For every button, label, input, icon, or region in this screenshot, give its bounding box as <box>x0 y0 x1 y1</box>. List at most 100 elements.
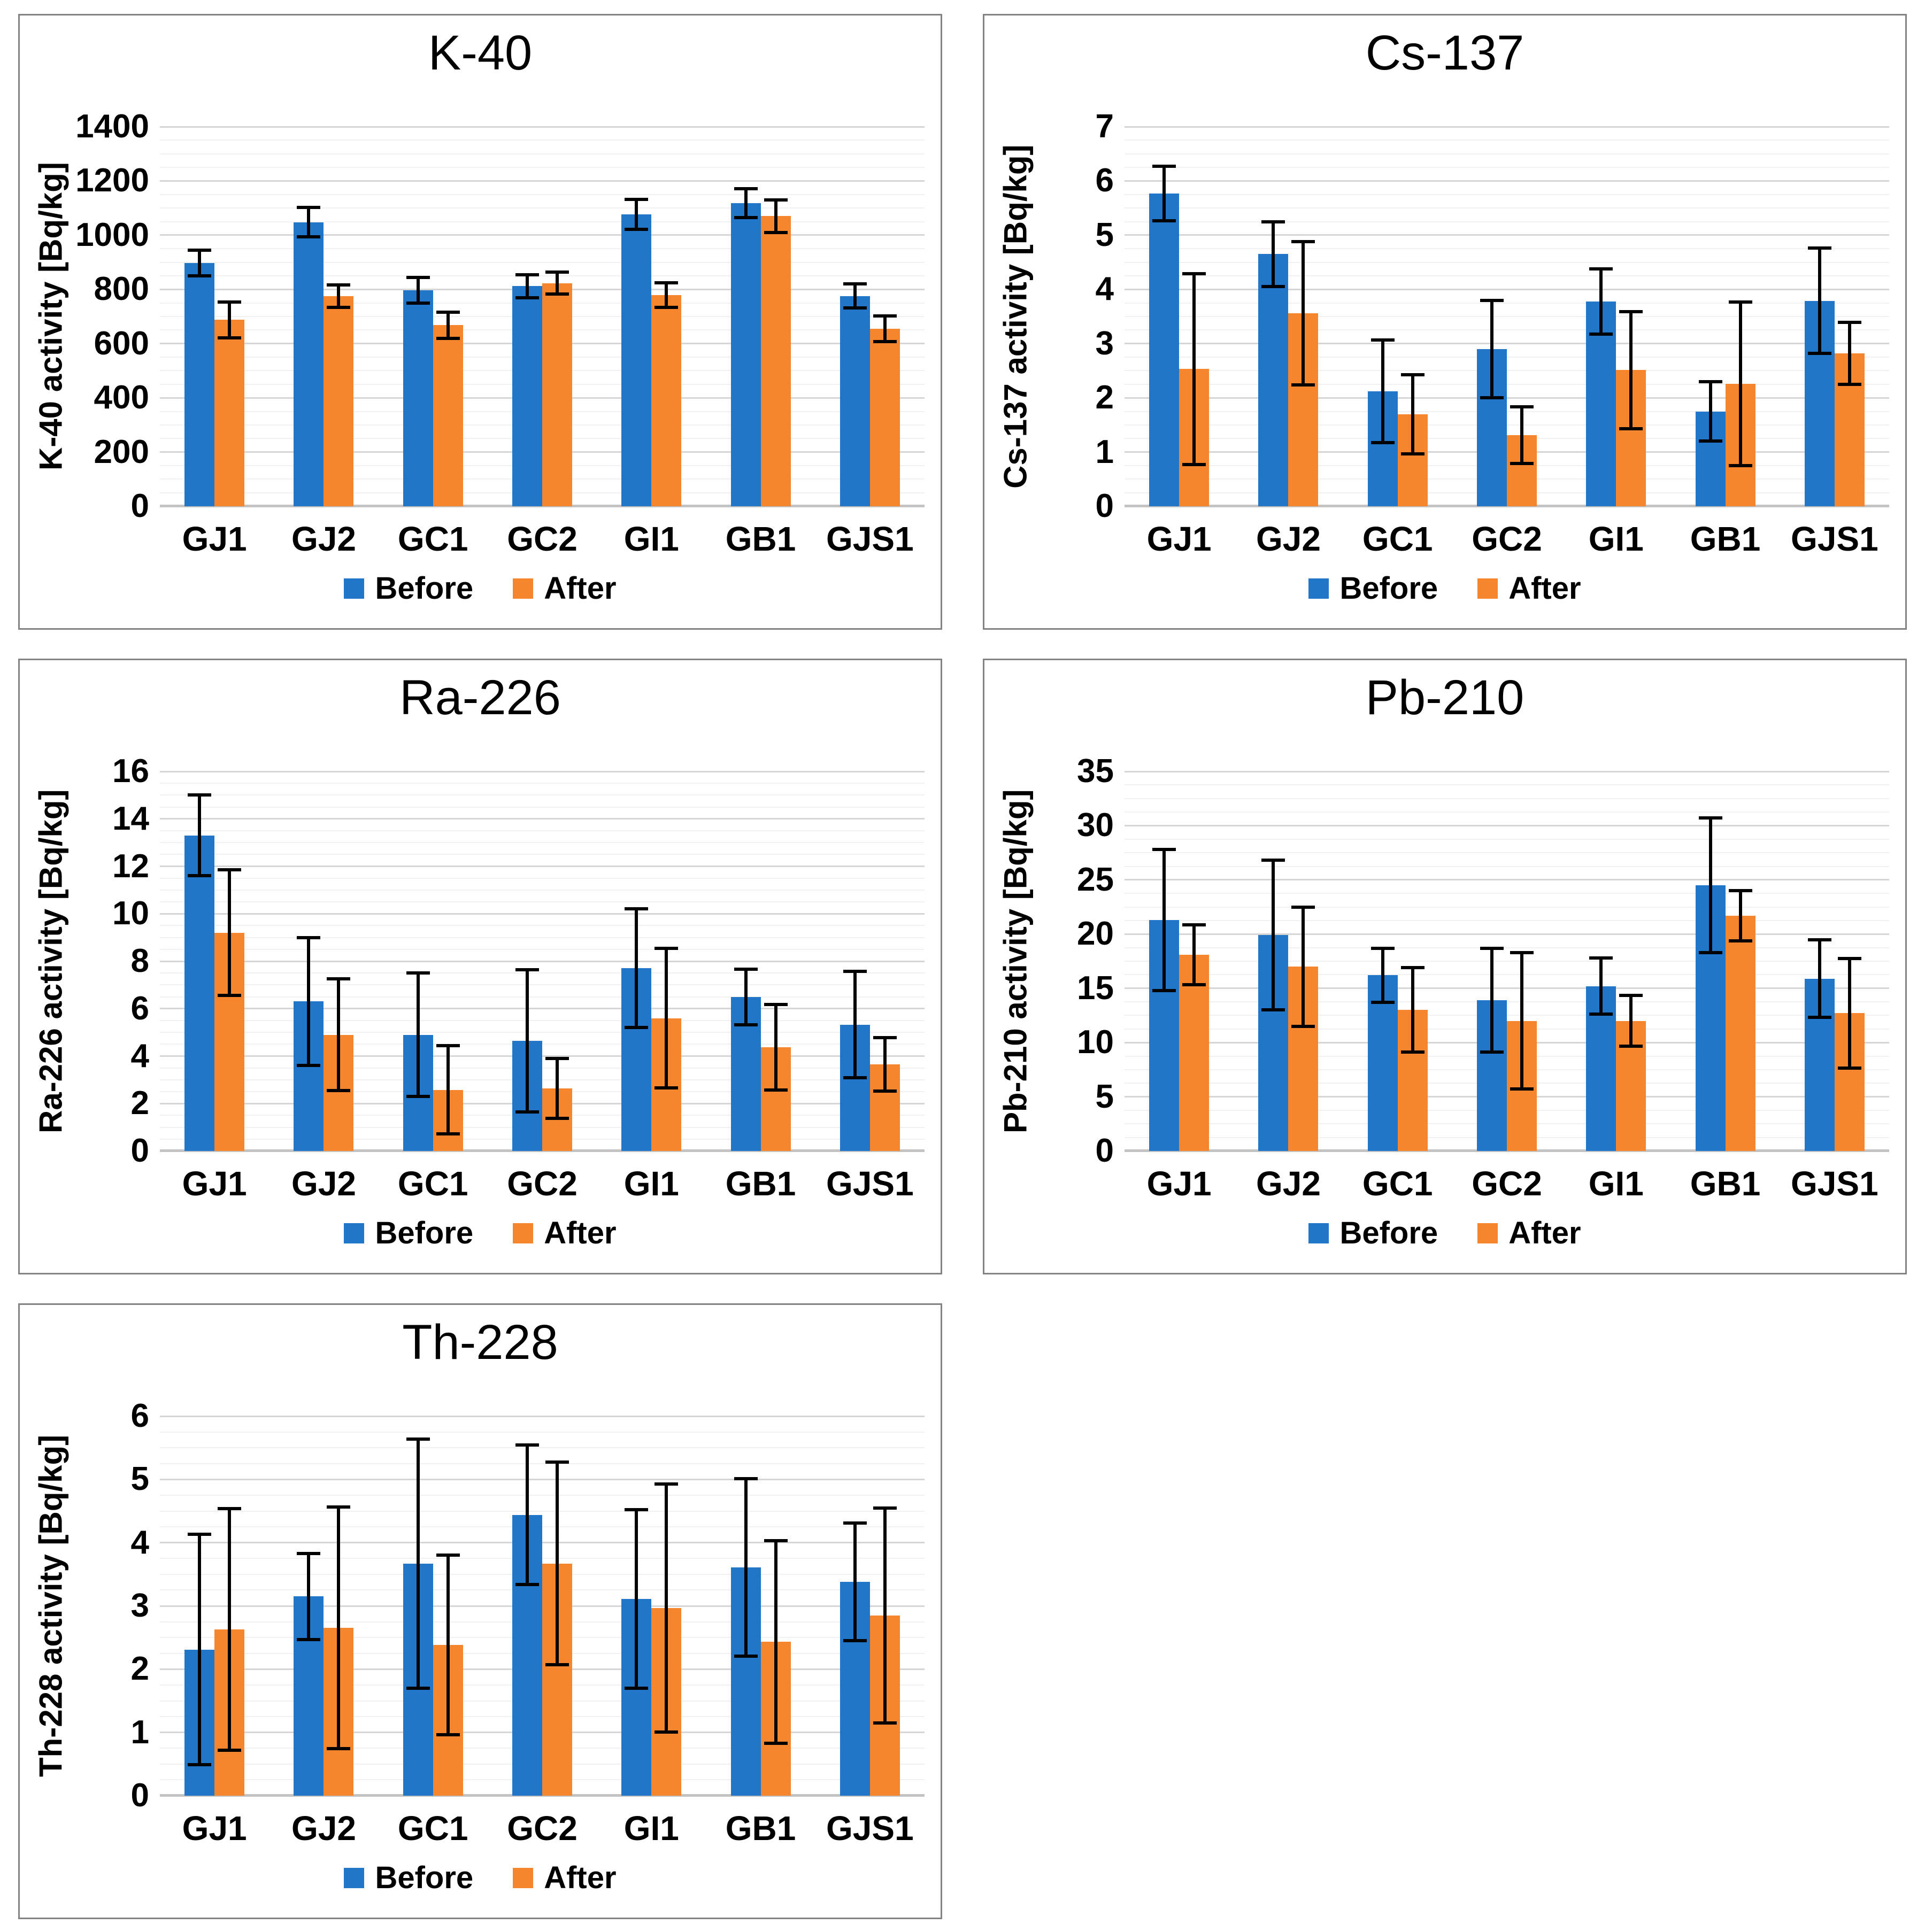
bar-before-gj2 <box>1258 254 1289 506</box>
x-category-label-gj2: GJ2 <box>291 1164 356 1203</box>
y-tick-label: 2 <box>130 1650 149 1688</box>
error-bar-before-gj2 <box>307 1553 311 1640</box>
error-bar-before-gj2-cap-bottom <box>297 1064 321 1068</box>
legend-label-before: Before <box>375 1216 474 1250</box>
error-bar-after-gj1-cap-bottom <box>218 994 242 998</box>
error-bar-before-gjs1 <box>1818 940 1821 1017</box>
y-tick-label: 30 <box>1077 807 1114 844</box>
error-bar-before-gc1-cap-bottom <box>406 1094 430 1098</box>
error-bar-after-gj1-cap-top <box>218 300 242 304</box>
y-tick-label: 6 <box>130 990 149 1027</box>
legend: Before After <box>20 1860 941 1896</box>
x-category-label-gc1: GC1 <box>1362 1164 1433 1203</box>
minor-gridline <box>160 140 925 141</box>
error-bar-after-gjs1-cap-bottom <box>873 1721 897 1725</box>
error-bar-before-gi1-cap-bottom <box>1589 1013 1613 1016</box>
legend-item-before: Before <box>344 1215 473 1251</box>
y-tick-label: 6 <box>130 1397 149 1434</box>
y-tick-label: 16 <box>112 753 149 790</box>
error-bar-before-gj1-cap-top <box>188 793 212 797</box>
minor-gridline <box>160 972 925 974</box>
minor-gridline <box>1125 974 1889 976</box>
error-bar-before-gc2-cap-bottom <box>1480 1050 1504 1054</box>
minor-gridline <box>160 996 925 998</box>
error-bar-after-gi1 <box>665 948 668 1088</box>
error-bar-after-gi1-cap-bottom <box>1619 1045 1643 1048</box>
error-bar-before-gc1 <box>416 1439 420 1688</box>
error-bar-before-gc2 <box>1490 948 1493 1053</box>
error-bar-after-gjs1-cap-bottom <box>873 1089 897 1093</box>
error-bar-before-gj1-cap-top <box>188 1533 212 1536</box>
error-bar-before-gj2 <box>307 207 311 237</box>
error-bar-before-gj2-cap-top <box>1261 859 1285 862</box>
minor-gridline <box>160 794 925 796</box>
error-bar-after-gjs1-cap-top <box>1837 321 1861 324</box>
major-gridline <box>1125 343 1889 345</box>
error-bar-before-gjs1-cap-bottom <box>843 1639 867 1643</box>
error-bar-after-gb1-cap-bottom <box>764 230 788 234</box>
minor-gridline <box>160 1494 925 1496</box>
x-category-label-gi1: GI1 <box>1588 1164 1644 1203</box>
error-bar-after-gc2-cap-top <box>545 270 569 274</box>
x-category-label-gb1: GB1 <box>725 1164 796 1203</box>
error-bar-before-gj1 <box>1162 166 1166 221</box>
error-bar-after-gc1-cap-top <box>436 1044 460 1048</box>
bar-before-gj1 <box>1149 193 1180 506</box>
error-bar-before-gc1 <box>1381 948 1384 1003</box>
error-bar-after-gc1-cap-bottom <box>436 336 460 340</box>
error-bar-before-gi1-cap-top <box>625 197 649 201</box>
error-bar-before-gj2-cap-top <box>1261 220 1285 223</box>
x-category-label-gb1: GB1 <box>1690 1164 1761 1203</box>
error-bar-after-gb1-cap-top <box>764 1539 788 1543</box>
legend-item-before: Before <box>344 1860 473 1896</box>
y-tick-label: 1000 <box>75 216 149 253</box>
major-gridline <box>1125 879 1889 881</box>
error-bar-after-gc2 <box>556 1462 559 1665</box>
major-gridline <box>160 1008 925 1010</box>
error-bar-before-gi1-cap-bottom <box>625 227 649 231</box>
minor-gridline <box>1125 275 1889 276</box>
error-bar-before-gb1 <box>1708 381 1712 442</box>
error-bar-after-gc2-cap-bottom <box>545 1663 569 1667</box>
error-bar-before-gc2-cap-bottom <box>1480 396 1504 400</box>
charts-grid: K-40 K-40 activity [Bq/kg] 0 200 400 600 800 10… <box>18 14 1907 1919</box>
y-tick-label: 4 <box>1095 271 1114 308</box>
legend-label-after: After <box>1508 571 1581 606</box>
minor-gridline <box>1125 194 1889 195</box>
minor-gridline <box>160 221 925 222</box>
minor-gridline <box>1125 357 1889 358</box>
error-bar-before-gjs1-cap-top <box>843 969 867 973</box>
error-bar-after-gb1-cap-top <box>1728 889 1752 893</box>
plot-area <box>160 126 925 507</box>
minor-gridline <box>1125 316 1889 317</box>
plot-area <box>1125 770 1889 1152</box>
error-bar-before-gj1-cap-top <box>188 249 212 252</box>
error-bar-before-gj1-cap-bottom <box>1152 219 1176 222</box>
major-gridline <box>160 180 925 182</box>
bar-before-gjs1 <box>840 296 870 506</box>
minor-gridline <box>160 854 925 855</box>
legend-label-before: Before <box>375 1860 474 1895</box>
error-bar-after-gi1 <box>665 283 668 307</box>
legend-swatch-after-icon <box>1477 578 1498 599</box>
error-bar-before-gc2-cap-bottom <box>515 1110 539 1114</box>
legend-label-after: After <box>544 571 617 606</box>
x-category-label-gj2: GJ2 <box>291 520 356 558</box>
minor-gridline <box>160 937 925 938</box>
bar-before-gb1 <box>730 203 761 506</box>
bar-after-gb1 <box>1725 915 1755 1151</box>
bar-before-gc1 <box>403 290 433 506</box>
error-bar-after-gjs1-cap-bottom <box>1837 1066 1861 1070</box>
error-bar-after-gj1 <box>228 870 232 996</box>
error-bar-after-gj2-cap-top <box>1291 240 1315 243</box>
error-bar-after-gj2-cap-bottom <box>1291 1024 1315 1028</box>
error-bar-after-gc2 <box>556 1058 559 1119</box>
y-tick-label: 2 <box>1095 379 1114 416</box>
legend-label-after: After <box>544 1216 617 1250</box>
error-bar-after-gc2 <box>556 272 559 295</box>
bar-before-gc1 <box>1367 975 1398 1151</box>
legend-swatch-before-icon <box>344 1867 365 1888</box>
y-tick-label: 20 <box>1077 915 1114 953</box>
error-bar-before-gi1 <box>635 909 638 1028</box>
error-bar-after-gc2-cap-top <box>1510 405 1534 409</box>
